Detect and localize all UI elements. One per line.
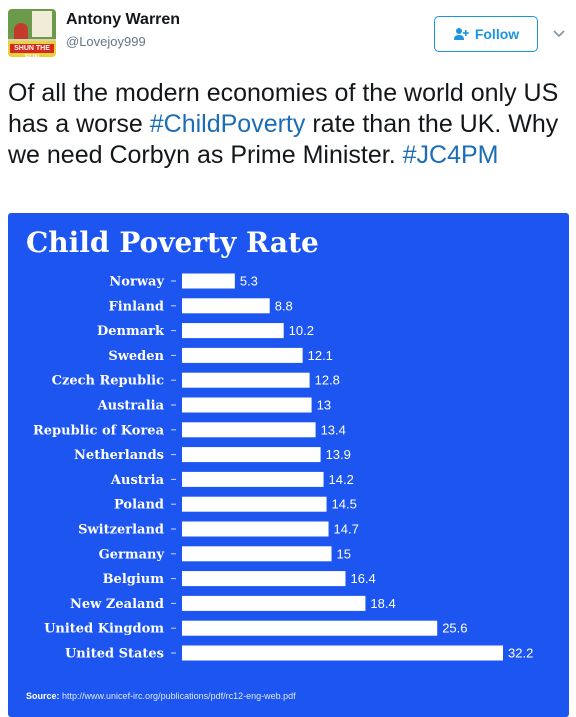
category-label: Switzerland: [78, 523, 164, 538]
category-label: Norway: [109, 275, 164, 290]
author-avatar[interactable]: SHUN THE SUN: [8, 9, 56, 57]
value-label: 14.7: [334, 522, 359, 537]
bar: [182, 620, 438, 636]
category-label: Netherlands: [74, 448, 164, 463]
value-label: 15: [337, 546, 351, 561]
follow-label: Follow: [474, 26, 520, 42]
bar: [182, 496, 327, 512]
value-label: 10.2: [289, 323, 314, 338]
category-label: Republic of Korea: [33, 423, 165, 438]
category-label: Germany: [99, 547, 165, 562]
bar: [182, 397, 312, 413]
value-label: 12.1: [308, 348, 333, 363]
bar-chart: Norway 5.3 Finland 8.8 Denmark 10.2 Sweden 12.1…: [33, 273, 533, 662]
chart-source: Source: http://www.unicef-irc.org/public…: [26, 691, 296, 701]
tweet-text-part: rate than the UK. Why we need Corbyn as …: [8, 110, 559, 169]
bar: [182, 521, 329, 537]
chevron-down-icon[interactable]: [552, 26, 566, 40]
value-label: 25.6: [442, 621, 467, 636]
chart-title: Child Poverty Rate: [26, 226, 319, 259]
bar: [182, 273, 235, 289]
category-label: United States: [65, 647, 164, 662]
bar: [182, 546, 332, 562]
bar: [182, 471, 324, 487]
tweet-text-part: Of all the modern economies of the world…: [8, 79, 559, 138]
bar: [182, 347, 303, 363]
bar: [182, 595, 366, 611]
category-label: Finland: [108, 299, 164, 314]
category-label: Austria: [110, 473, 165, 488]
bar: [182, 422, 316, 438]
source-label: Source:: [26, 691, 60, 701]
value-label: 32.2: [508, 646, 533, 661]
avatar-figure: [14, 23, 28, 39]
category-label: Denmark: [97, 324, 165, 339]
tweet-text: Of all the modern economies of the world…: [8, 78, 568, 171]
category-label: United Kingdom: [44, 622, 164, 637]
value-label: 14.2: [329, 472, 354, 487]
source-url: http://www.unicef-irc.org/publications/p…: [62, 691, 296, 701]
value-label: 8.8: [275, 298, 293, 313]
hashtag-link[interactable]: #JC4PM: [402, 141, 499, 169]
value-label: 18.4: [370, 596, 395, 611]
avatar-caption: SHUN THE SUN: [10, 44, 54, 57]
category-label: Czech Republic: [52, 374, 164, 389]
bar: [182, 372, 310, 388]
bar: [182, 447, 321, 463]
value-label: 12.8: [315, 373, 340, 388]
value-label: 13: [317, 398, 331, 413]
value-label: 5.3: [240, 274, 258, 289]
value-label: 13.4: [321, 422, 346, 437]
category-label: Sweden: [108, 349, 164, 364]
chart-image[interactable]: Child Poverty Rate Norway 5.3 Finland 8.8 De…: [8, 213, 569, 717]
value-label: 16.4: [350, 571, 375, 586]
bar: [182, 323, 284, 339]
avatar-sign: [32, 11, 52, 37]
author-handle[interactable]: @Lovejoy999: [66, 34, 146, 49]
category-label: Poland: [114, 498, 164, 513]
bar: [182, 298, 270, 314]
value-label: 14.5: [332, 497, 357, 512]
bar: [182, 645, 503, 661]
follow-button[interactable]: Follow: [434, 16, 538, 52]
category-label: New Zealand: [70, 597, 164, 612]
value-label: 13.9: [326, 447, 351, 462]
hashtag-link[interactable]: #ChildPoverty: [149, 110, 306, 138]
author-name[interactable]: Antony Warren: [66, 11, 181, 28]
bar: [182, 571, 346, 587]
category-label: Belgium: [103, 572, 165, 587]
add-user-icon: [453, 28, 469, 40]
category-label: Australia: [97, 399, 165, 414]
